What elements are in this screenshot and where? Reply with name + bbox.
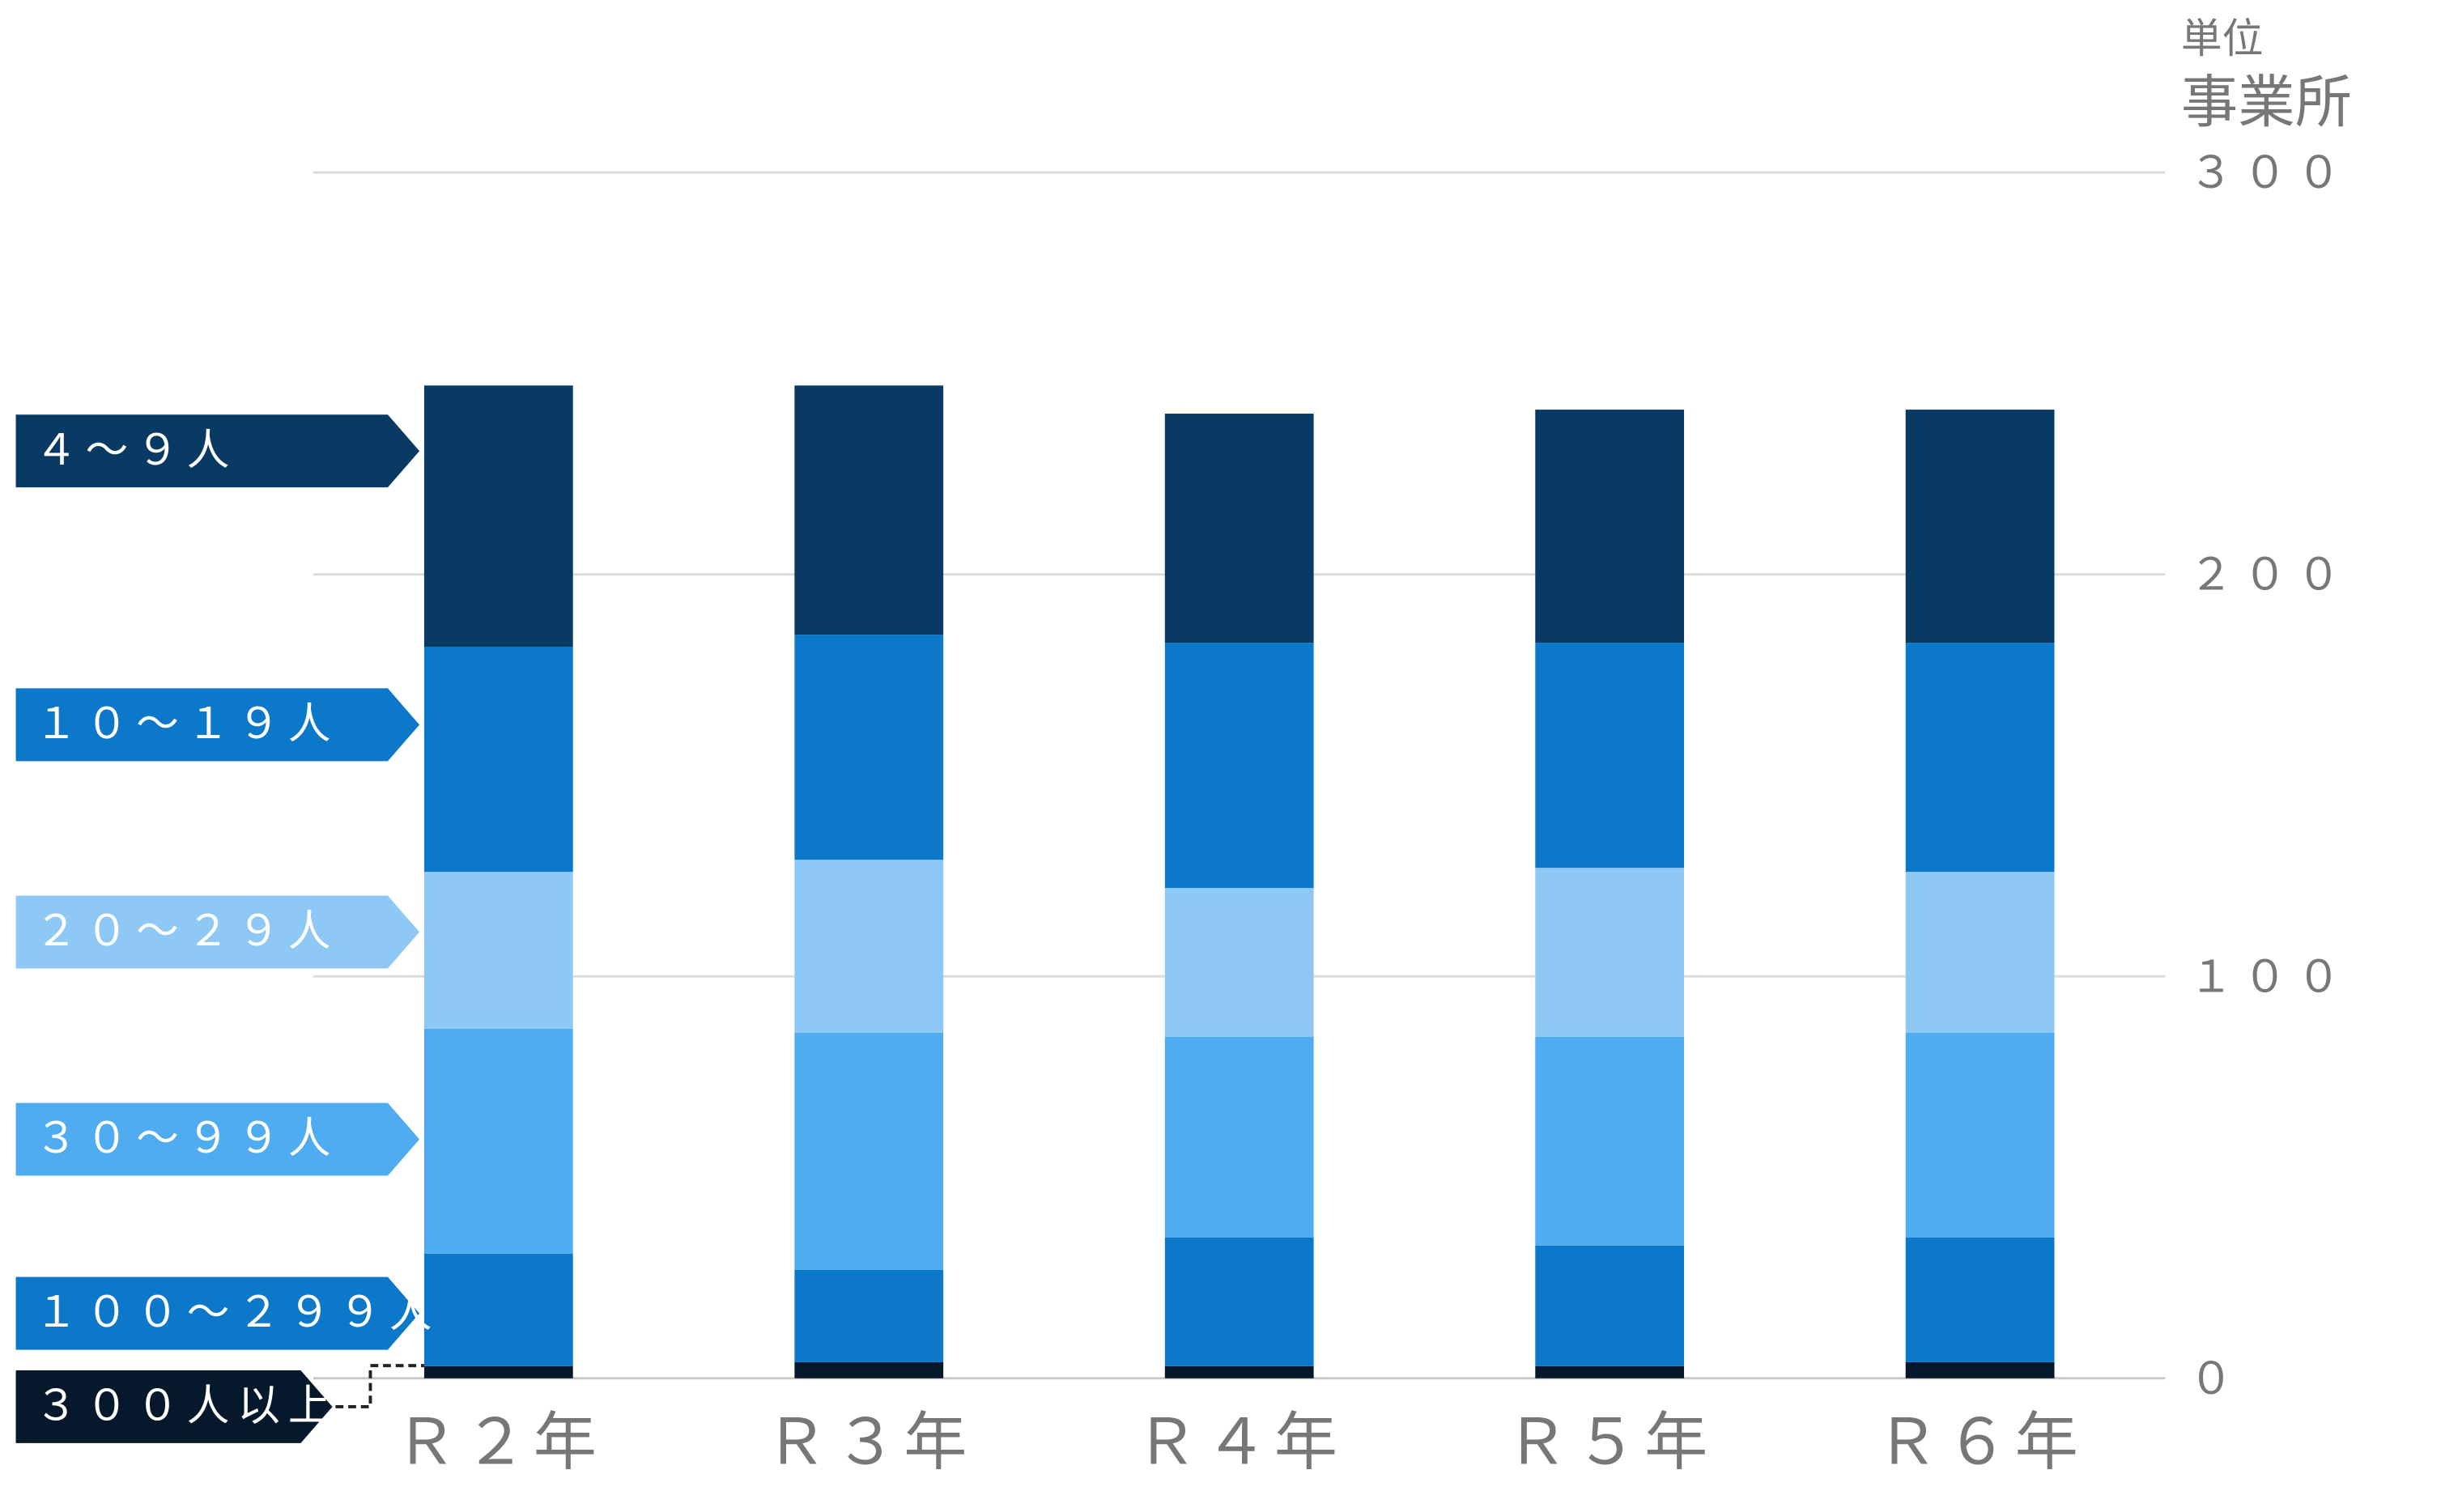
bar-segment bbox=[423, 647, 573, 873]
x-tick-label: Ｒ４年 bbox=[1135, 1405, 1344, 1479]
bar-segment bbox=[1535, 1036, 1685, 1246]
bar-segment bbox=[423, 385, 573, 648]
legend-tag bbox=[15, 414, 420, 488]
bar-segment bbox=[423, 1028, 573, 1254]
bar-segment bbox=[1535, 1245, 1685, 1366]
bar-segment bbox=[1905, 1032, 2055, 1238]
bar-segment bbox=[423, 1365, 573, 1378]
y-tick-label: ２００ bbox=[2189, 549, 2350, 601]
bar-segment bbox=[794, 1269, 944, 1362]
bar-segment bbox=[1535, 868, 1685, 1037]
legend-tag bbox=[15, 1370, 333, 1443]
bar-segment bbox=[794, 1361, 944, 1378]
bar-segment bbox=[1905, 410, 2055, 643]
legend-label: ３００人以上 bbox=[35, 1382, 338, 1431]
bar-segment bbox=[1535, 643, 1685, 869]
unit: 事業所 bbox=[2181, 70, 2352, 136]
legend-label: ４～９人 bbox=[35, 426, 237, 475]
bar-segment bbox=[794, 860, 944, 1033]
legend-tag bbox=[15, 688, 420, 762]
legend-tag bbox=[15, 1276, 420, 1350]
y-tick-label: ０ bbox=[2189, 1353, 2243, 1404]
bar-segment bbox=[794, 385, 944, 635]
bar-segment bbox=[1164, 643, 1314, 888]
bar-segment bbox=[423, 1253, 573, 1366]
bar-segment bbox=[1164, 1237, 1314, 1366]
bar-segment bbox=[1535, 410, 1685, 643]
unit-label: 単位 bbox=[2181, 15, 2264, 62]
x-tick-label: Ｒ３年 bbox=[764, 1405, 973, 1479]
bar-segment bbox=[1164, 887, 1314, 1037]
bar-segment bbox=[794, 1032, 944, 1270]
legend-tag bbox=[15, 1102, 420, 1176]
bar-segment bbox=[1164, 1365, 1314, 1378]
legend-label: ３０～９９人 bbox=[35, 1114, 338, 1163]
bar-segment bbox=[794, 635, 944, 860]
bar-segment bbox=[1164, 414, 1314, 643]
y-tick-label: ３００ bbox=[2189, 147, 2350, 198]
x-tick-label: Ｒ２年 bbox=[394, 1405, 603, 1479]
bar-segment bbox=[423, 872, 573, 1029]
x-tick-label: Ｒ６年 bbox=[1876, 1405, 2085, 1479]
legend-label: １００～２９９人 bbox=[35, 1288, 440, 1337]
bar-segment bbox=[1905, 1361, 2055, 1378]
bar-segment bbox=[1905, 872, 2055, 1033]
bar-segment bbox=[1535, 1365, 1685, 1378]
legend-tag bbox=[15, 895, 420, 969]
bar-segment bbox=[1905, 1237, 2055, 1362]
legend-connector bbox=[335, 1364, 424, 1408]
bar-segment bbox=[1905, 643, 2055, 873]
y-tick-label: １００ bbox=[2189, 950, 2350, 1002]
legend-label: １０～１９人 bbox=[35, 699, 338, 749]
x-tick-label: Ｒ５年 bbox=[1505, 1405, 1714, 1479]
legend-label: ２０～２９人 bbox=[35, 907, 338, 956]
bar-segment bbox=[1164, 1036, 1314, 1238]
